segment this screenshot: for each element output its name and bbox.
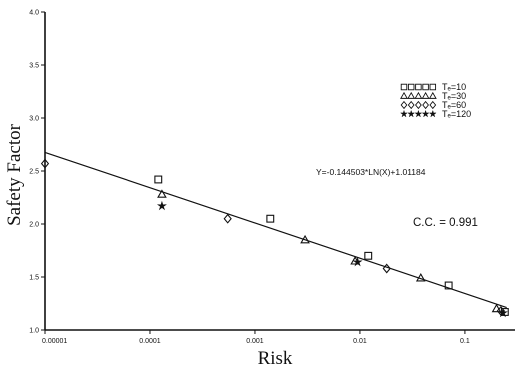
- legend-marker-star-1: [407, 109, 416, 118]
- legend-label-3: Tₑ=120: [442, 109, 471, 119]
- x-tick-label-0: 0.00001: [42, 338, 67, 345]
- legend-marker-star-0: [399, 109, 409, 118]
- point-diamond-1: [223, 213, 232, 224]
- fit-equation: Y=-0.144503*LN(X)+1.01184: [316, 167, 426, 177]
- legend-marker-diamond-0: [400, 100, 408, 110]
- regression-line-group: [44, 151, 507, 309]
- correlation-coefficient: C.C. = 0.991: [413, 217, 478, 229]
- y-tick-label-2: 2.0: [29, 222, 39, 229]
- legend-marker-diamond-4: [429, 100, 437, 110]
- point-triangle-3: [415, 273, 426, 282]
- legend-label-1: Tₑ=30: [442, 91, 466, 101]
- x-tick-label-4: 0.1: [460, 338, 470, 345]
- y-tick-label-1: 1.5: [29, 275, 39, 282]
- legend-marker-square-1: [407, 83, 415, 91]
- point-square-0: [154, 175, 163, 184]
- legend-label-2: Tₑ=60: [442, 100, 466, 110]
- axis-ticks: 0.00001 0.0001 0.001 0.01 0.1 1.0 1.5 2.0 2.5 3.0…: [29, 10, 470, 346]
- legend-marker-star-3: [421, 109, 430, 118]
- legend-marker-triangle-1: [407, 91, 416, 99]
- y-tick-label-3: 2.5: [29, 169, 39, 176]
- legend-marker-diamond-2: [415, 100, 422, 110]
- y-tick-label-5: 3.5: [29, 63, 39, 70]
- point-diamond-2: [382, 263, 391, 274]
- point-triangle-1: [300, 234, 310, 244]
- legend-marker-triangle-2: [414, 91, 423, 99]
- legend-marker-star-4: [428, 109, 437, 118]
- regression-line: [44, 151, 507, 309]
- point-triangle-4: [491, 303, 502, 313]
- point-diamond-0: [40, 158, 50, 169]
- point-star-1: [352, 256, 363, 267]
- legend-marker-triangle-4: [428, 91, 437, 99]
- point-star-2: [497, 307, 508, 318]
- point-square-3: [444, 281, 453, 290]
- point-square-1: [266, 214, 275, 223]
- legend-marker-star-2: [414, 109, 423, 118]
- legend-marker-square-3: [422, 83, 429, 91]
- y-axis-title: Safety Factor: [4, 123, 25, 226]
- legend-marker-square-4: [429, 83, 437, 91]
- legend-marker-diamond-3: [422, 100, 429, 110]
- x-tick-label-1: 0.0001: [139, 338, 161, 345]
- x-tick-label-2: 0.001: [246, 338, 264, 345]
- point-star-0: [156, 200, 167, 211]
- x-tick-label-3: 0.01: [353, 338, 367, 345]
- x-axis-title: Risk: [258, 348, 293, 369]
- point-square-2: [364, 251, 373, 260]
- y-tick-label-0: 1.0: [29, 328, 39, 335]
- legend-label-0: Tₑ=10: [442, 82, 466, 92]
- legend-marker-diamond-1: [407, 100, 415, 110]
- data-points: [40, 158, 509, 318]
- point-triangle-0: [157, 189, 167, 198]
- y-tick-label-4: 3.0: [29, 116, 39, 123]
- legend-marker-triangle-0: [400, 91, 408, 99]
- legend-marker-square-0: [400, 83, 408, 91]
- legend-marker-triangle-3: [421, 91, 430, 99]
- legend-marker-square-2: [415, 83, 422, 91]
- y-tick-label-6: 4.0: [29, 10, 39, 17]
